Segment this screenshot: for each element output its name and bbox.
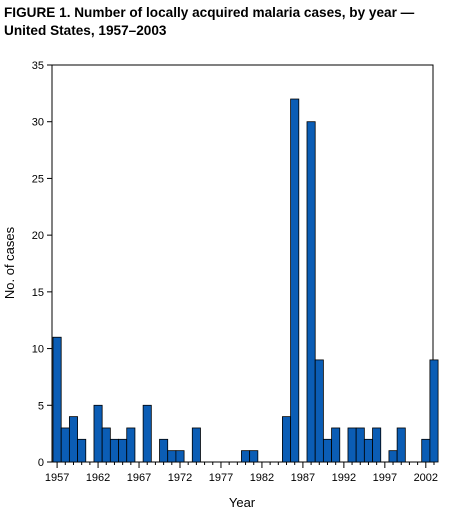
- bar-1971: [167, 450, 177, 463]
- x-tick-label: 1977: [209, 472, 233, 484]
- bar-1989: [314, 359, 324, 463]
- x-tick-label: 1982: [250, 472, 274, 484]
- bars-group: [52, 98, 439, 463]
- bar-1988: [306, 121, 316, 463]
- x-tick-label: 1962: [86, 472, 110, 484]
- x-tick-label: 1992: [332, 472, 356, 484]
- bar-1990: [322, 438, 332, 463]
- y-tick-label: 5: [38, 400, 44, 412]
- y-tick-label: 0: [38, 457, 44, 469]
- bar-1965: [118, 438, 128, 463]
- y-tick-label: 30: [32, 117, 44, 129]
- x-tick-label: 1997: [373, 472, 397, 484]
- bar-1991: [331, 427, 341, 463]
- x-axis: 1957 1962 1967 1972 1977 1982 1987 1992 1997 2002: [45, 462, 438, 484]
- x-axis-label: Year: [229, 495, 256, 510]
- x-tick-label: 1972: [168, 472, 192, 484]
- y-tick-label: 15: [32, 287, 44, 299]
- bar-1963: [101, 427, 111, 463]
- y-tick-label: 10: [32, 344, 44, 356]
- bar-1966: [126, 427, 136, 463]
- y-tick-label: 25: [32, 173, 44, 185]
- bar-1958: [60, 427, 70, 463]
- bar-1960: [77, 438, 87, 463]
- bar-1999: [396, 427, 406, 463]
- x-tick-label: 1967: [127, 472, 151, 484]
- y-axis-label: No. of cases: [2, 226, 17, 299]
- bar-1993: [347, 427, 357, 463]
- bar-1985: [282, 416, 292, 463]
- plot-frame: [51, 64, 434, 463]
- y-tick-label: 35: [32, 60, 44, 72]
- bar-1986: [290, 98, 300, 463]
- bar-1994: [355, 427, 365, 463]
- y-axis: 0 5 10 15 20 25 30 35: [32, 60, 52, 469]
- bar-1968: [142, 404, 152, 463]
- bar-1995: [363, 438, 373, 463]
- bar-1957: [52, 336, 62, 463]
- bar-1980: [241, 450, 251, 463]
- bar-1972: [175, 450, 185, 463]
- bar-2003: [429, 359, 439, 463]
- bar-1998: [388, 450, 398, 463]
- x-tick-label: 2002: [414, 472, 438, 484]
- x-tick-label: 1957: [45, 472, 69, 484]
- bar-1974: [191, 427, 201, 463]
- bar-1981: [249, 450, 259, 463]
- bar-1996: [372, 427, 382, 463]
- bar-1970: [159, 438, 169, 463]
- y-tick-label: 20: [32, 230, 44, 242]
- bar-1964: [109, 438, 119, 463]
- bar-2002: [421, 438, 431, 463]
- bar-1962: [93, 404, 103, 463]
- chart-title: FIGURE 1. Number of locally acquired mal…: [4, 5, 415, 38]
- x-tick-label: 1987: [291, 472, 315, 484]
- bar-1959: [68, 416, 78, 463]
